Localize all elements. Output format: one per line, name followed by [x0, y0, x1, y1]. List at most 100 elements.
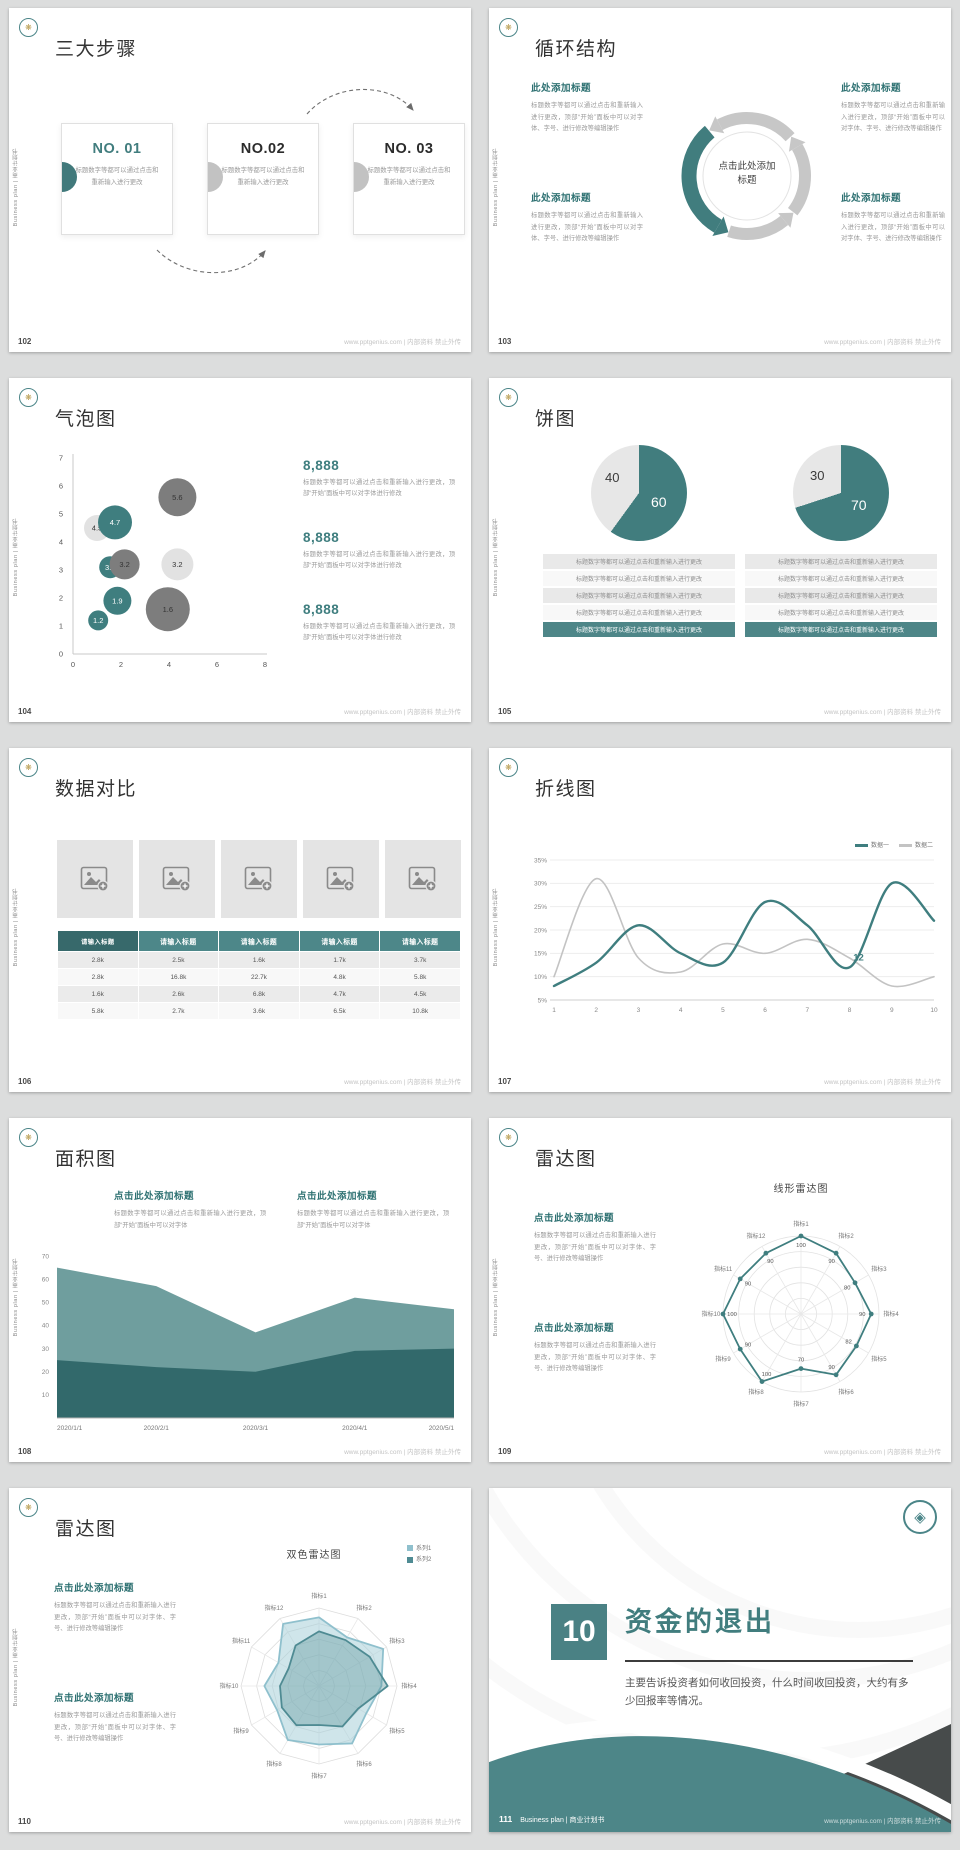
svg-text:指标1: 指标1 [311, 1592, 327, 1600]
svg-text:5: 5 [59, 510, 63, 519]
table-cell: 3.7k [380, 952, 460, 968]
slide-106[interactable]: ❋ Business plan | 商业计划书 数据对比 请输入标题 请输入标题请… [9, 748, 471, 1092]
svg-text:90: 90 [828, 1259, 834, 1265]
svg-text:指标12: 指标12 [265, 1604, 284, 1612]
page-number: 102 [18, 337, 32, 346]
text-block-1: 点击此处添加标题 标题数字等都可以通过点击和重新输入进行更改，顶部“开始”面板中… [54, 1580, 176, 1635]
slide-109[interactable]: ❋ Business plan | 商业计划书 雷达图 点击此处添加标题 标题数… [489, 1118, 951, 1462]
slide-103[interactable]: ❋ Business plan | 商业计划书 循环结构 此处添加标题 标题数字… [489, 8, 951, 352]
side-caption: Business plan | 商业计划书 [13, 147, 19, 227]
svg-text:指标9: 指标9 [233, 1727, 249, 1735]
block-heading: 此处添加标题 [531, 193, 592, 204]
svg-text:100: 100 [762, 1372, 772, 1378]
step-notch-icon [208, 162, 223, 192]
svg-text:82: 82 [845, 1339, 851, 1345]
caption-row: 标题数字等都可以通过点击和重新输入进行更改 [745, 571, 937, 586]
side-caption: Business plan | 商业计划书 [13, 1257, 19, 1337]
block-body: 标题数字等都可以通过点击和重新输入进行更改，顶部“开始”面板中可以对字体、字号、… [534, 1232, 656, 1263]
svg-text:70: 70 [798, 1358, 804, 1364]
step-notch-icon [62, 162, 77, 192]
svg-text:4: 4 [59, 538, 63, 547]
table-header-cell: 请输入标题 [138, 931, 219, 951]
svg-text:指标11: 指标11 [714, 1265, 733, 1273]
block-heading: 点击此处添加标题 [534, 1213, 615, 1224]
side-caption: Business plan | 商业计划书 [13, 1627, 19, 1707]
stat-block-1: 8,888 标题数字等都可以通过点击和重新输入进行更改，顶部“开始”面板中可以对… [303, 458, 455, 499]
svg-text:指标5: 指标5 [389, 1727, 405, 1735]
svg-text:6: 6 [763, 1007, 767, 1014]
radar-chart-title: 双色雷达图 [286, 1550, 342, 1561]
stat-block-3: 8,888 标题数字等都可以通过点击和重新输入进行更改，顶部“开始”面板中可以对… [303, 602, 455, 643]
image-placeholder[interactable] [57, 840, 133, 918]
table-cell: 4.8k [299, 969, 380, 985]
page-number: 108 [18, 1447, 32, 1456]
side-caption: Business plan | 商业计划书 [493, 147, 499, 227]
caption-row: 标题数字等都可以通过点击和重新输入进行更改 [543, 622, 735, 637]
svg-text:2020/5/1: 2020/5/1 [429, 1425, 455, 1432]
block-body: 标题数字等都可以通过点击和重新输入进行更改，顶部“开始”面板中可以对字体 [297, 1210, 449, 1229]
table-cell: 2.5k [138, 952, 219, 968]
svg-text:10: 10 [42, 1392, 50, 1399]
svg-text:1.9: 1.9 [112, 597, 122, 606]
stat-value: 8,888 [303, 602, 340, 617]
text-block-3: 此处添加标题 标题数字等都可以通过点击和重新输入进行更改，顶部“开始”面板中可以… [841, 80, 945, 135]
radar-chart-title: 线形雷达图 [773, 1184, 829, 1195]
footer-brand: 111 Business plan | 商业计划书 [499, 1814, 605, 1824]
table-header-cell: 请输入标题 [380, 931, 460, 951]
table-cell: 3.6k [219, 1003, 299, 1019]
slide-102[interactable]: ❋ Business plan | 商业计划书 三大步骤 NO. 01 标题数字… [9, 8, 471, 352]
pie-chart-left [591, 445, 687, 541]
slide-110[interactable]: ❋ Business plan | 商业计划书 雷达图 点击此处添加标题 标题数… [9, 1488, 471, 1832]
line-radar-chart: 指标1 指标2 指标3 指标4 指标5 指标6 指标7 指标8 指标9 指标10 指标11 指标12 1… [702, 1220, 900, 1408]
slide-108[interactable]: ❋ Business plan | 商业计划书 面积图 点击此处添加标题 标题数… [9, 1118, 471, 1462]
chapter-number: 10 [551, 1604, 607, 1660]
svg-text:7: 7 [59, 454, 63, 463]
block-heading: 此处添加标题 [841, 193, 902, 204]
svg-text:12: 12 [853, 952, 864, 963]
footer-note: www.pptgenius.com | 内部资料 禁止外传 [824, 1818, 941, 1825]
image-placeholder[interactable] [303, 840, 379, 918]
table-cell: 1.6k [58, 986, 138, 1002]
svg-text:5.6: 5.6 [172, 493, 182, 502]
svg-text:指标11: 指标11 [232, 1637, 251, 1645]
brand-logo-icon: ❋ [499, 758, 518, 777]
svg-text:4.7: 4.7 [110, 518, 120, 527]
step-card-3: NO. 03 标题数字等都可以通过点击和重新输入进行更改 [353, 123, 465, 235]
svg-text:30: 30 [42, 1346, 50, 1353]
add-image-icon [162, 866, 191, 892]
table-cell: 6.5k [299, 1003, 380, 1019]
block-body: 标题数字等都可以通过点击和重新输入进行更改，顶部“开始”面板中可以对字体、字号、… [531, 102, 643, 133]
slide-title: 饼图 [535, 409, 577, 430]
chapter-title: 资金的退出 [625, 1607, 775, 1637]
block-body: 标题数字等都可以通过点击和重新输入进行更改，顶部“开始”面板中可以对字体、字号、… [531, 212, 643, 243]
chapter-body: 主要告诉投资者如何收回投资，什么时间收回投资，大约有多少回报率等情况。 [625, 1677, 909, 1708]
stat-body: 标题数字等都可以通过点击和重新输入进行更改，顶部“开始”面板中可以对字体进行修改 [303, 479, 455, 497]
slide-107[interactable]: ❋ Business plan | 商业计划书 折线图 数据一 数据二 35% 3… [489, 748, 951, 1092]
block-heading: 此处添加标题 [841, 83, 902, 94]
table-cell: 1.6k [219, 952, 299, 968]
pie-slice-label: 60 [651, 494, 667, 510]
slide-104[interactable]: ❋ Business plan | 商业计划书 气泡图 0 1 2 3 4 5 6 7 0 2 4 6… [9, 378, 471, 722]
series1-swatch-icon [407, 1545, 413, 1552]
brand-logo-icon: ◈ [903, 1500, 937, 1534]
svg-text:指标10: 指标10 [220, 1682, 239, 1690]
slide-111[interactable]: ◈ 10 资金的退出 主要告诉投资者如何收回投资，什么时间收回投资，大约有多少回… [489, 1488, 951, 1832]
slide-105[interactable]: ❋ Business plan | 商业计划书 饼图 40 60 30 70 标… [489, 378, 951, 722]
table-cell: 10.8k [380, 1003, 460, 1019]
image-placeholder[interactable] [139, 840, 215, 918]
svg-text:60: 60 [42, 1276, 50, 1283]
svg-text:指标2: 指标2 [356, 1604, 372, 1612]
image-placeholder[interactable] [221, 840, 297, 918]
page-number: 105 [498, 707, 512, 716]
image-placeholder[interactable] [385, 840, 461, 918]
footer-note: www.pptgenius.com | 内部资料 禁止外传 [344, 1079, 461, 1086]
side-caption: Business plan | 商业计划书 [13, 517, 19, 597]
svg-text:3: 3 [59, 566, 63, 575]
footer-wave-shapes [489, 1718, 951, 1832]
step-card-2: NO.02 标题数字等都可以通过点击和重新输入进行更改 [207, 123, 319, 235]
svg-text:指标3: 指标3 [871, 1265, 887, 1273]
pie-slice-label: 40 [605, 470, 620, 485]
svg-text:指标3: 指标3 [389, 1637, 405, 1645]
